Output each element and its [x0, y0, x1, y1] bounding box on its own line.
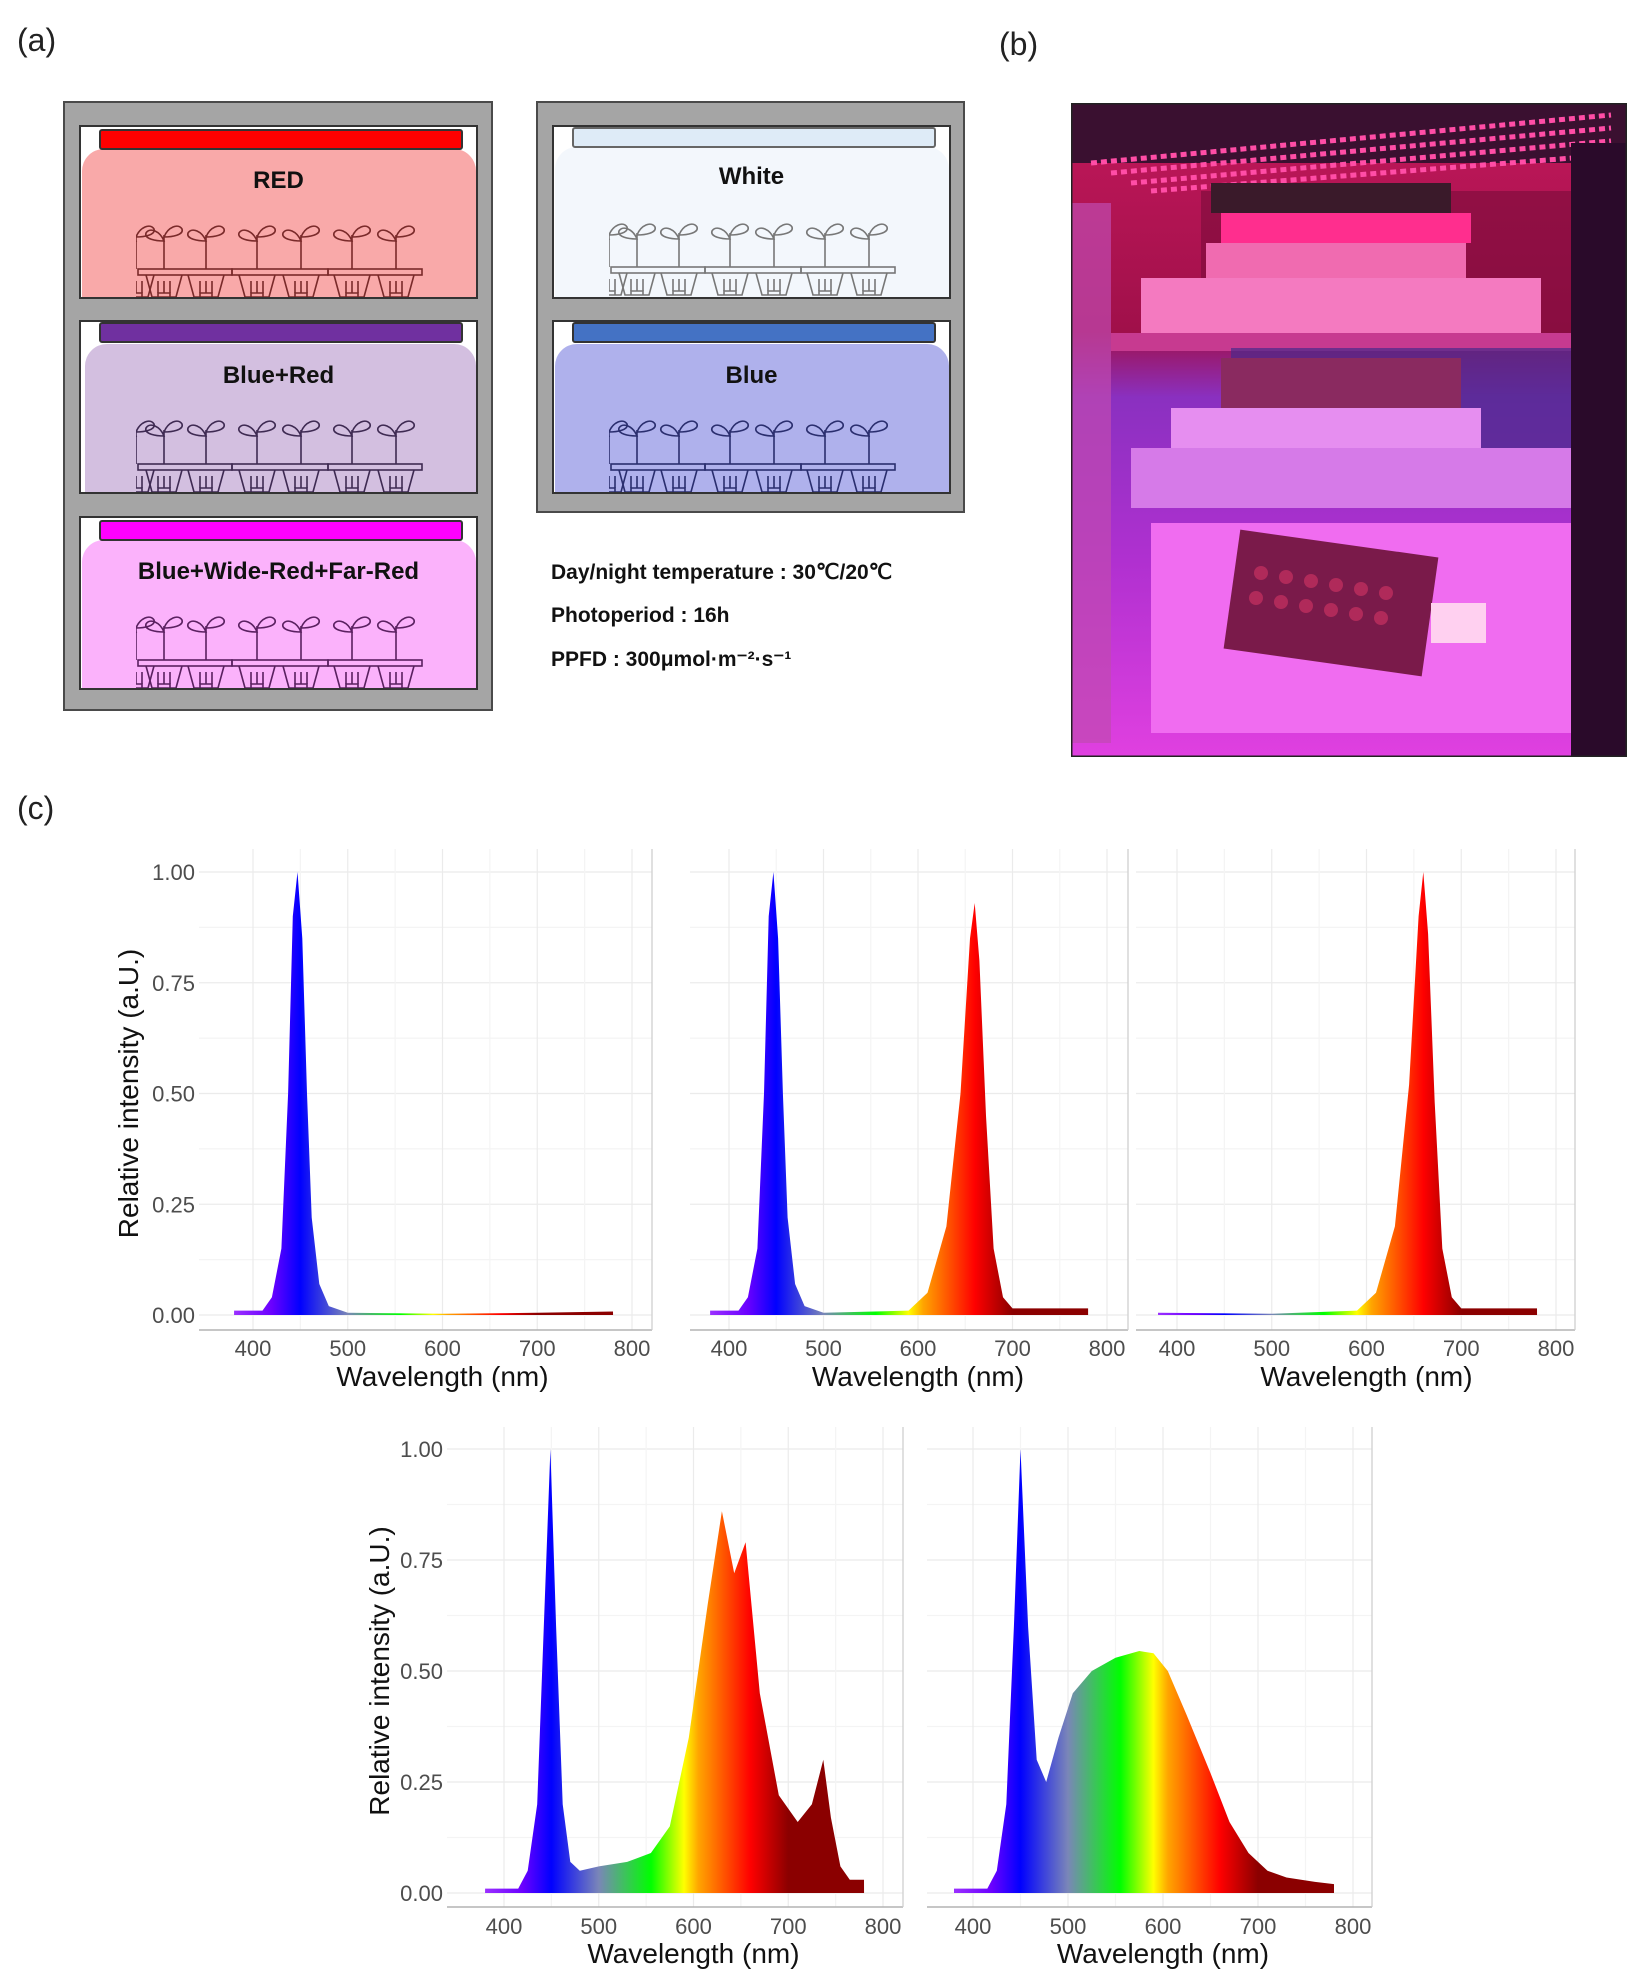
led-bar: [572, 322, 936, 343]
x-tick-label: 600: [1348, 1336, 1385, 1361]
x-tick-label: 600: [424, 1336, 461, 1361]
y-tick-label: 0.25: [400, 1770, 443, 1795]
x-axis-title: Wavelength (nm): [587, 1938, 799, 1969]
y-tick-label: 1.00: [152, 860, 195, 885]
y-axis-title: Relative intensity (a.U.): [113, 949, 144, 1238]
x-axis-title: Wavelength (nm): [1057, 1938, 1269, 1969]
x-tick-label: 500: [580, 1914, 617, 1939]
light-glow: [555, 344, 949, 492]
right-cabinet: White Blue: [536, 101, 965, 513]
compartment-blue-widered-farred: Blue+Wide-Red+Far-Red: [79, 516, 478, 690]
y-tick-label: 0.25: [152, 1192, 195, 1217]
condition-ppfd: PPFD : 300μmol·m⁻²·s⁻¹: [551, 648, 792, 671]
condition-temperature: Day/night temperature : 30℃/20℃: [551, 561, 893, 584]
x-tick-label: 800: [614, 1336, 651, 1361]
x-tick-label: 400: [1159, 1336, 1196, 1361]
led-bar: [99, 322, 463, 343]
x-tick-label: 800: [1089, 1336, 1126, 1361]
spectrum-panel-white: 400 500 600 700 800 Wavelength (nm): [927, 1427, 1373, 1969]
condition-photoperiod: Photoperiod : 16h: [551, 604, 730, 627]
light-glow: [85, 344, 476, 492]
panel-label-a: (a): [17, 22, 57, 58]
x-tick-label: 700: [519, 1336, 556, 1361]
compartment-blue-red: Blue+Red: [79, 320, 478, 494]
light-glow: [82, 149, 476, 297]
growth-chamber-photo: [1071, 103, 1627, 757]
y-tick-label: 0.00: [400, 1881, 443, 1906]
x-tick-label: 700: [994, 1336, 1031, 1361]
spectrum-panel-blue-wide-red-far-red: 400 500 600 700 800 0.00 0.25 0.50 0.75 1.00 Wavel…: [364, 1427, 904, 1969]
x-tick-label: 400: [711, 1336, 748, 1361]
x-tick-label: 800: [865, 1914, 902, 1939]
compartment-red: RED: [79, 125, 478, 299]
x-tick-label: 400: [486, 1914, 523, 1939]
x-tick-label: 500: [805, 1336, 842, 1361]
compartment-label: RED: [253, 167, 304, 194]
x-tick-label: 600: [1145, 1914, 1182, 1939]
compartment-label: White: [718, 163, 785, 190]
x-tick-label: 500: [1050, 1914, 1087, 1939]
panel-label-c: (c): [17, 790, 55, 826]
x-tick-label: 600: [675, 1914, 712, 1939]
spectrum-area: [485, 1449, 865, 1893]
x-tick-label: 600: [900, 1336, 937, 1361]
x-tick-label: 500: [329, 1336, 366, 1361]
compartment-label: Blue: [725, 362, 778, 389]
y-tick-label: 0.75: [400, 1548, 443, 1573]
spectrum-area: [954, 1449, 1334, 1893]
left-cabinet: RED Blue+Red Blue+Wide-Red+Far-Red: [63, 101, 493, 711]
x-tick-label: 400: [955, 1914, 992, 1939]
x-axis-title: Wavelength (nm): [812, 1361, 1024, 1392]
light-glow: [555, 147, 949, 297]
y-tick-label: 0.50: [400, 1659, 443, 1684]
y-tick-label: 1.00: [400, 1437, 443, 1462]
x-tick-label: 700: [770, 1914, 807, 1939]
compartment-blue: Blue: [552, 320, 951, 494]
x-tick-label: 700: [1443, 1336, 1480, 1361]
compartment-label: Blue+Red: [222, 362, 335, 389]
led-bar: [572, 127, 936, 148]
x-tick-label: 400: [235, 1336, 272, 1361]
led-bar: [99, 129, 463, 150]
x-tick-label: 800: [1538, 1336, 1575, 1361]
light-glow: [82, 540, 476, 688]
x-axis-title: Wavelength (nm): [336, 1361, 548, 1392]
y-tick-label: 0.00: [152, 1303, 195, 1328]
x-tick-label: 500: [1253, 1336, 1290, 1361]
spectrum-panel-blue: 400 500 600 700 800 0.00 0.25 0.50 0.75 1.00 Wavel…: [113, 849, 653, 1392]
y-axis-title: Relative intensity (a.U.): [364, 1526, 395, 1815]
x-tick-label: 700: [1240, 1914, 1277, 1939]
spectrum-panel-red: 400 500 600 700 800 Wavelength (nm): [1136, 849, 1576, 1392]
led-bar: [99, 520, 463, 541]
x-axis-title: Wavelength (nm): [1260, 1361, 1472, 1392]
spectrum-panel-blue-red: 400 500 600 700 800 Wavelength (nm): [690, 849, 1129, 1392]
compartment-label: Blue+Wide-Red+Far-Red: [137, 558, 420, 585]
y-tick-label: 0.75: [152, 971, 195, 996]
x-tick-label: 800: [1335, 1914, 1372, 1939]
compartment-white: White: [552, 125, 951, 299]
panel-label-b: (b): [999, 26, 1039, 62]
y-tick-label: 0.50: [152, 1082, 195, 1107]
